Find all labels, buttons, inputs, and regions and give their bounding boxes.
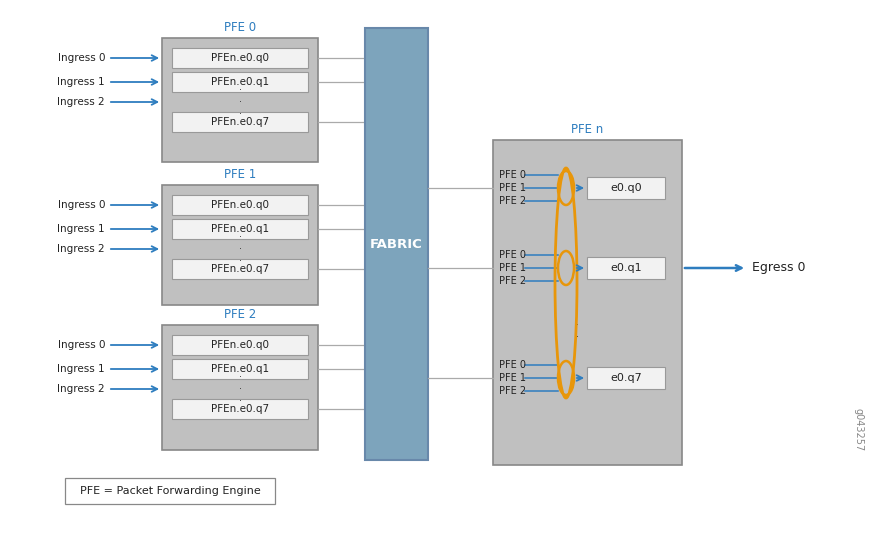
Bar: [172, 72, 308, 92]
Text: PFE 1: PFE 1: [499, 183, 526, 193]
Text: PFE 2: PFE 2: [224, 308, 256, 321]
Bar: [587, 177, 665, 199]
Bar: [172, 259, 308, 279]
Bar: [172, 359, 308, 379]
Text: PFE 1: PFE 1: [499, 263, 526, 273]
Text: e0.q1: e0.q1: [610, 263, 642, 273]
Bar: [172, 399, 308, 419]
Bar: [162, 185, 318, 305]
Bar: [365, 28, 428, 460]
Bar: [587, 257, 665, 279]
Bar: [172, 335, 308, 355]
Bar: [587, 367, 665, 389]
Text: PFE 1: PFE 1: [499, 373, 526, 383]
Text: PFEn.e0.q1: PFEn.e0.q1: [211, 364, 269, 374]
Text: PFEn.e0.q0: PFEn.e0.q0: [211, 200, 269, 210]
Text: e0.q7: e0.q7: [610, 373, 642, 383]
Text: PFEn.e0.q0: PFEn.e0.q0: [211, 53, 269, 63]
Text: PFEn.e0.q7: PFEn.e0.q7: [211, 264, 269, 274]
Text: Ingress 2: Ingress 2: [57, 384, 105, 394]
Text: Ingress 0: Ingress 0: [57, 53, 105, 63]
Text: g043257: g043257: [853, 408, 863, 452]
Bar: [172, 48, 308, 68]
Text: PFE 2: PFE 2: [499, 276, 527, 286]
Text: ·
·
·: · · ·: [576, 308, 579, 341]
Text: Ingress 0: Ingress 0: [57, 200, 105, 210]
Text: e0.q0: e0.q0: [610, 183, 642, 193]
Text: PFE 1: PFE 1: [224, 168, 256, 181]
Bar: [172, 195, 308, 215]
Text: Ingress 1: Ingress 1: [57, 364, 105, 374]
Text: PFEn.e0.q1: PFEn.e0.q1: [211, 224, 269, 234]
Text: PFE = Packet Forwarding Engine: PFE = Packet Forwarding Engine: [79, 486, 260, 496]
Bar: [162, 38, 318, 162]
Text: Ingress 1: Ingress 1: [57, 224, 105, 234]
Bar: [172, 219, 308, 239]
Text: Ingress 1: Ingress 1: [57, 77, 105, 87]
Text: PFE 0: PFE 0: [224, 21, 256, 34]
Text: PFEn.e0.q7: PFEn.e0.q7: [211, 404, 269, 414]
Text: ·
·
·: · · ·: [238, 373, 242, 406]
Bar: [65, 478, 275, 504]
Text: PFE 2: PFE 2: [499, 386, 527, 396]
Text: PFE 0: PFE 0: [499, 170, 526, 180]
Bar: [493, 140, 682, 465]
Text: PFE 0: PFE 0: [499, 250, 526, 260]
Text: Ingress 2: Ingress 2: [57, 97, 105, 107]
Bar: [172, 112, 308, 132]
Text: ·
·
·: · · ·: [238, 233, 242, 266]
Text: Ingress 2: Ingress 2: [57, 244, 105, 254]
Text: PFEn.e0.q0: PFEn.e0.q0: [211, 340, 269, 350]
Text: PFE 0: PFE 0: [499, 360, 526, 370]
Text: PFEn.e0.q7: PFEn.e0.q7: [211, 117, 269, 127]
Text: ·
·
·: · · ·: [238, 85, 242, 118]
Bar: [162, 325, 318, 450]
Text: PFE n: PFE n: [572, 123, 603, 136]
Text: Ingress 0: Ingress 0: [57, 340, 105, 350]
Text: PFEn.e0.q1: PFEn.e0.q1: [211, 77, 269, 87]
Text: FABRIC: FABRIC: [370, 237, 422, 250]
Text: Egress 0: Egress 0: [752, 262, 805, 274]
Text: PFE 2: PFE 2: [499, 196, 527, 206]
